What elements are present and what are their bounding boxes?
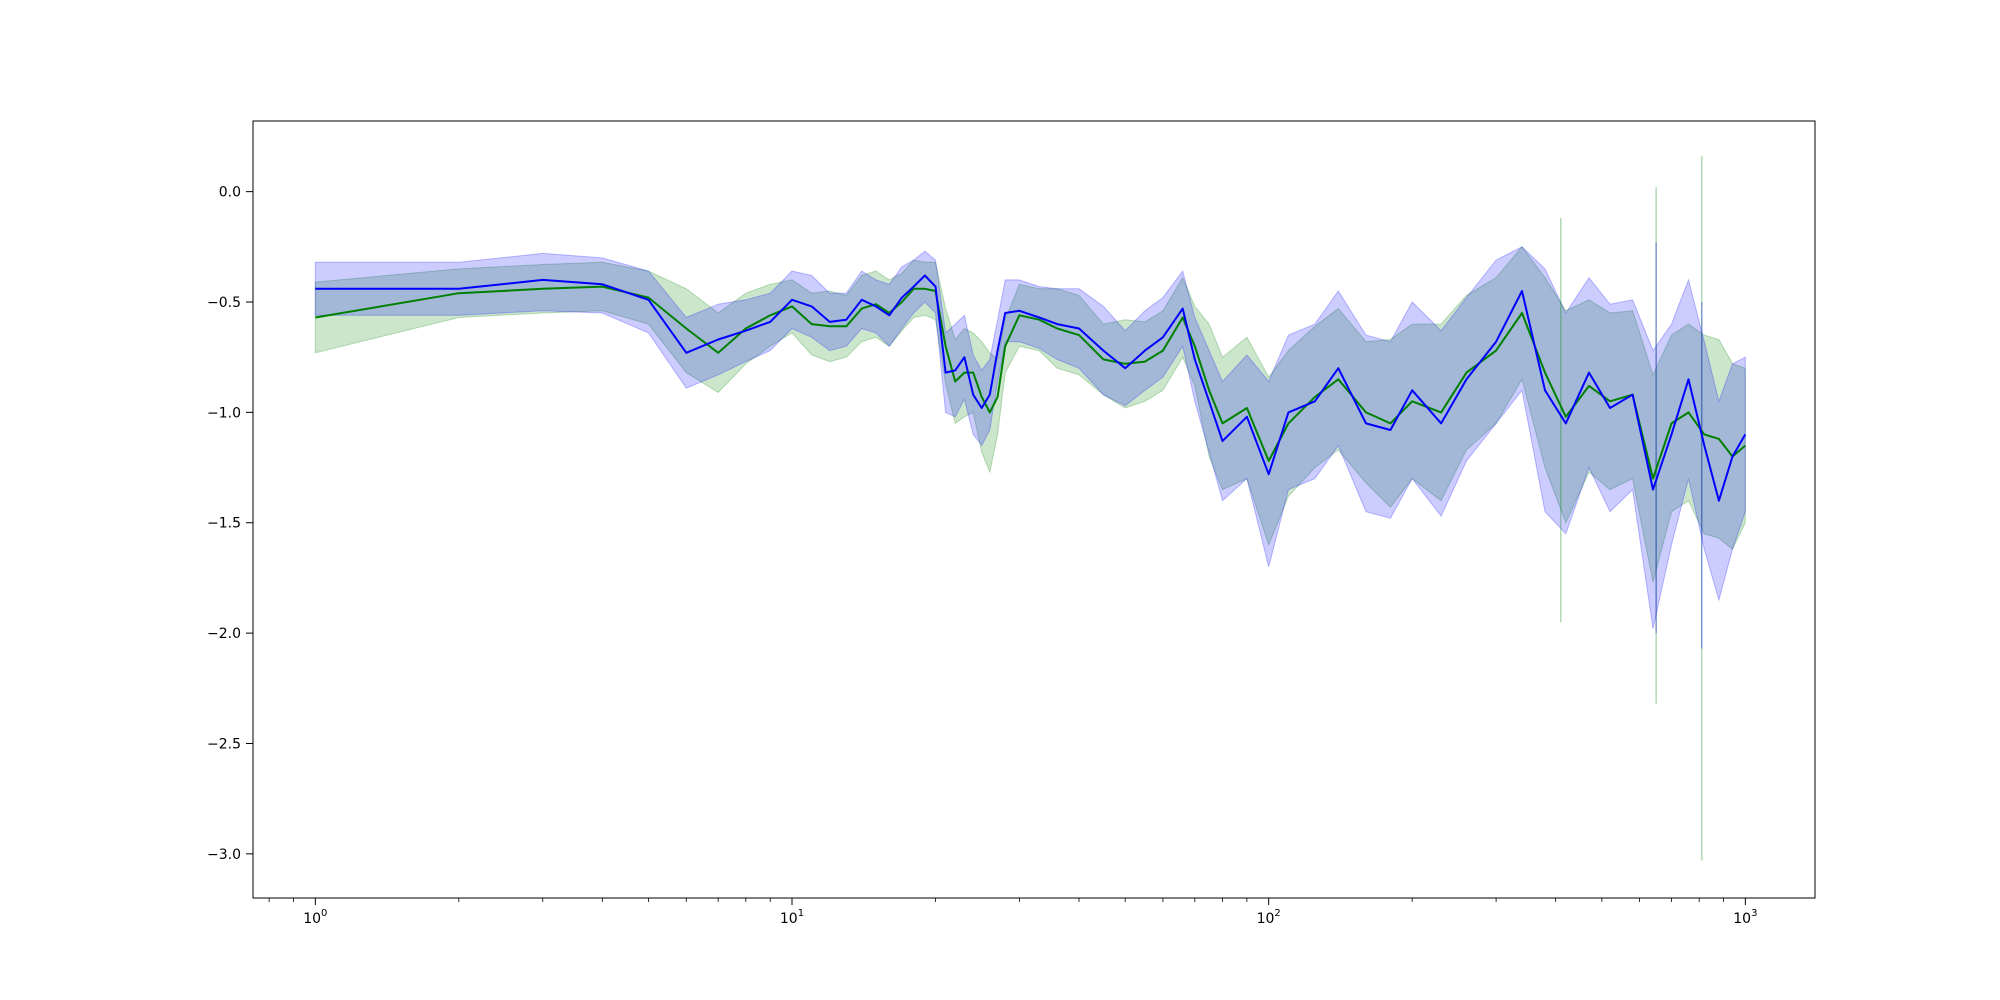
series-1-line <box>315 285 1746 480</box>
y-tick-label-6: −2.5 <box>207 736 241 752</box>
series-1-band <box>314 245 1746 583</box>
series-lines <box>315 274 1747 502</box>
y-tick-label-3: −1.0 <box>207 405 241 421</box>
y-axis: 0.0 −0.5 −1.0 −1.5 −2.0 −2.5 −3.0 <box>207 185 253 863</box>
confidence-bands <box>314 245 1746 629</box>
series-2-line <box>315 274 1747 502</box>
y-tick-label-2: −0.5 <box>207 295 241 311</box>
y-tick-label-1: 0.0 <box>219 185 241 201</box>
y-tick-label-4: −1.5 <box>207 516 241 532</box>
spike-lines <box>1560 156 1703 861</box>
y-tick-label-7: −3.0 <box>207 847 241 863</box>
plot-area-frame <box>252 120 1816 899</box>
y-tick-label-5: −2.0 <box>207 626 241 642</box>
series-2-band <box>314 246 1746 629</box>
